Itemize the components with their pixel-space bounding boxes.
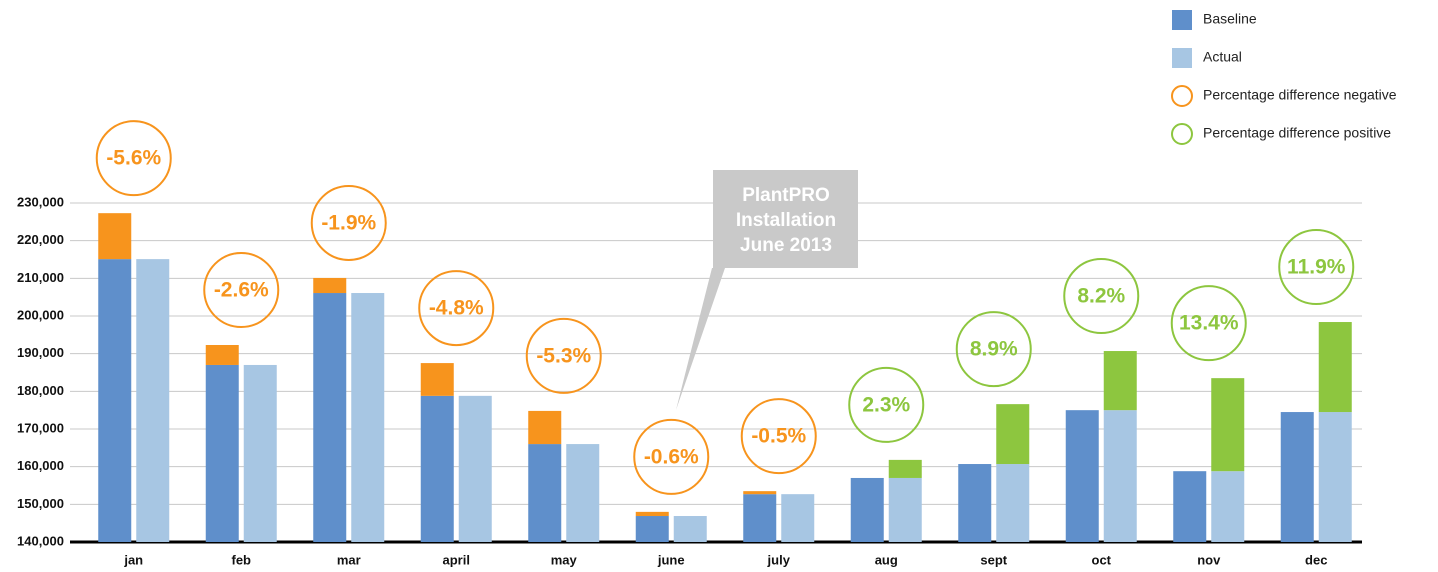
legend-label: Percentage difference positive: [1203, 125, 1391, 141]
y-tick-label: 200,000: [17, 307, 64, 322]
percent-bubble: [848, 366, 925, 443]
percent-label: 8.2%: [1077, 285, 1125, 308]
percent-label: 11.9%: [1287, 256, 1346, 279]
baseline-bar: [528, 444, 562, 542]
percent-bubble: [633, 418, 710, 495]
legend-circle: [1171, 123, 1193, 145]
baseline-bar: [98, 259, 132, 542]
actual-bar: [136, 259, 170, 542]
percent-bubble: [1170, 285, 1247, 362]
legend-label: Baseline: [1203, 11, 1257, 27]
percent-bubble: [95, 120, 172, 197]
baseline-bar: [1280, 412, 1314, 542]
actual-bar: [458, 395, 492, 542]
difference-segment: [1318, 322, 1352, 413]
x-tick-label: oct: [1092, 552, 1112, 567]
percent-label: -5.3%: [536, 344, 591, 367]
baseline-bar: [850, 477, 884, 542]
x-tick-label: feb: [232, 552, 252, 567]
difference-segment: [888, 459, 922, 478]
actual-bar: [1103, 410, 1137, 542]
x-tick-label: sept: [980, 552, 1007, 567]
annotation-text: June 2013: [740, 235, 832, 256]
difference-segment: [528, 410, 562, 445]
y-tick-label: 150,000: [17, 496, 64, 511]
percent-bubble: [955, 311, 1032, 388]
y-tick-label: 220,000: [17, 232, 64, 247]
x-tick-label: aug: [875, 552, 898, 567]
difference-segment: [420, 363, 454, 396]
x-tick-label: july: [767, 552, 791, 567]
actual-bar: [1211, 471, 1245, 542]
y-tick-label: 210,000: [17, 270, 64, 285]
legend-circle: [1171, 85, 1193, 107]
difference-segment: [996, 404, 1030, 465]
y-tick-label: 180,000: [17, 383, 64, 398]
percent-bubble: [740, 398, 817, 475]
actual-bar: [1318, 412, 1352, 542]
baseline-bar: [743, 494, 777, 542]
annotation-text: PlantPRO: [742, 185, 830, 206]
difference-segment: [313, 277, 347, 294]
baseline-bar: [635, 516, 669, 542]
actual-bar: [566, 444, 600, 542]
x-tick-label: nov: [1197, 552, 1221, 567]
annotation-text: Installation: [736, 210, 836, 231]
percent-bubble: [1278, 229, 1355, 306]
baseline-bar: [313, 293, 347, 542]
y-tick-label: 170,000: [17, 420, 64, 435]
baseline-bar: [1173, 471, 1207, 542]
difference-segment: [205, 345, 239, 365]
legend-swatch: [1172, 10, 1192, 30]
legend-label: Percentage difference negative: [1203, 87, 1397, 103]
y-tick-label: 190,000: [17, 345, 64, 360]
difference-segment: [635, 511, 669, 517]
actual-bar: [781, 494, 815, 542]
legend-swatch: [1172, 48, 1192, 68]
actual-bar: [888, 477, 922, 542]
percent-bubble: [310, 184, 387, 261]
baseline-bar: [420, 395, 454, 542]
actual-bar: [351, 293, 385, 542]
baseline-bar: [1065, 410, 1099, 542]
percent-label: -0.6%: [644, 445, 699, 468]
difference-segment: [1211, 378, 1245, 472]
baseline-bar: [205, 364, 239, 542]
x-tick-label: june: [657, 552, 685, 567]
difference-segment: [98, 213, 132, 260]
y-tick-label: 160,000: [17, 458, 64, 473]
percent-label: -4.8%: [429, 297, 484, 320]
percent-bubble: [203, 252, 280, 329]
legend-label: Actual: [1203, 49, 1242, 65]
x-tick-label: may: [551, 552, 578, 567]
percent-label: -1.9%: [321, 212, 376, 235]
actual-bar: [243, 364, 277, 542]
percent-label: 2.3%: [862, 393, 910, 416]
y-tick-label: 140,000: [17, 533, 64, 548]
actual-bar: [996, 464, 1030, 542]
x-tick-label: mar: [337, 552, 361, 567]
difference-segment: [1103, 351, 1137, 411]
actual-bar: [673, 516, 707, 542]
percent-label: -5.6%: [106, 147, 161, 170]
percent-label: -2.6%: [214, 279, 269, 302]
x-tick-label: april: [443, 552, 470, 567]
x-tick-label: dec: [1305, 552, 1327, 567]
y-tick-label: 230,000: [17, 194, 64, 209]
percent-label: -0.5%: [751, 425, 806, 448]
baseline-bar: [958, 464, 992, 542]
percent-bubble: [1063, 258, 1140, 335]
percent-label: 13.4%: [1179, 312, 1239, 335]
percent-label: 8.9%: [970, 338, 1018, 361]
difference-segment: [743, 491, 777, 495]
percent-bubble: [525, 317, 602, 394]
x-tick-label: jan: [123, 552, 143, 567]
percent-bubble: [418, 270, 495, 347]
annotation-callout: [676, 170, 858, 410]
